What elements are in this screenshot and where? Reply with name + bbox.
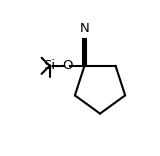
Text: O: O: [62, 59, 72, 72]
Text: Si: Si: [44, 59, 56, 72]
Text: N: N: [80, 22, 89, 35]
